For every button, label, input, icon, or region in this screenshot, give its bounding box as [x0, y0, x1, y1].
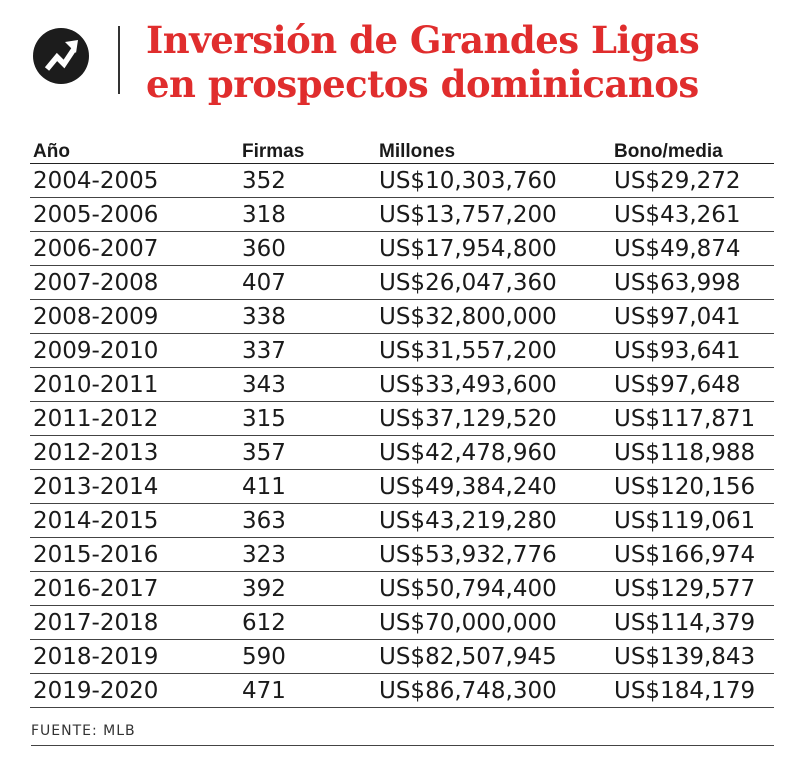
- cell-bonus-average: US$97,648: [611, 367, 774, 402]
- cell-signings: 471: [239, 673, 376, 708]
- cell-millions: US$70,000,000: [376, 605, 611, 640]
- table-row: 2009-2010 337 US$31,557,200 US$93,641: [30, 333, 774, 368]
- cell-bonus-average: US$97,041: [611, 299, 774, 334]
- table-row: 2012-2013 357 US$42,478,960 US$118,988: [30, 435, 774, 470]
- cell-year: 2004-2005: [30, 163, 239, 198]
- cell-bonus-average: US$166,974: [611, 537, 774, 572]
- cell-millions: US$37,129,520: [376, 401, 611, 436]
- cell-signings: 363: [239, 503, 376, 538]
- table-row: 2004-2005 352 US$10,303,760 US$29,272: [30, 163, 774, 198]
- cell-signings: 338: [239, 299, 376, 334]
- cell-year: 2018-2019: [30, 639, 239, 674]
- cell-millions: US$50,794,400: [376, 571, 611, 606]
- cell-bonus-average: US$119,061: [611, 503, 774, 538]
- cell-year: 2016-2017: [30, 571, 239, 606]
- table-body: 2004-2005 352 US$10,303,760 US$29,272 2005-2…: [30, 163, 774, 708]
- cell-signings: 357: [239, 435, 376, 470]
- cell-year: 2011-2012: [30, 401, 239, 436]
- table-row: 2017-2018 612 US$70,000,000 US$114,379: [30, 605, 774, 640]
- table-row: 2018-2019 590 US$82,507,945 US$139,843: [30, 639, 774, 674]
- title-line-1: Inversión de Grandes Ligas: [146, 18, 700, 62]
- cell-year: 2006-2007: [30, 231, 239, 266]
- cell-signings: 323: [239, 537, 376, 572]
- cell-signings: 411: [239, 469, 376, 504]
- source-note: FUENTE: MLB: [31, 723, 774, 746]
- title-line-2: en prospectos dominicanos: [146, 62, 699, 106]
- cell-year: 2013-2014: [30, 469, 239, 504]
- table-header-row: Año Firmas Millones Bono/media: [30, 137, 774, 164]
- cell-year: 2008-2009: [30, 299, 239, 334]
- cell-year: 2010-2011: [30, 367, 239, 402]
- cell-millions: US$53,932,776: [376, 537, 611, 572]
- cell-signings: 590: [239, 639, 376, 674]
- table-row: 2010-2011 343 US$33,493,600 US$97,648: [30, 367, 774, 402]
- cell-bonus-average: US$63,998: [611, 265, 774, 300]
- cell-millions: US$49,384,240: [376, 469, 611, 504]
- cell-millions: US$42,478,960: [376, 435, 611, 470]
- cell-year: 2009-2010: [30, 333, 239, 368]
- cell-bonus-average: US$184,179: [611, 673, 774, 708]
- cell-bonus-average: US$49,874: [611, 231, 774, 266]
- column-header-year: Año: [30, 137, 239, 164]
- table-row: 2007-2008 407 US$26,047,360 US$63,998: [30, 265, 774, 300]
- page-title: Inversión de Grandes Ligas en prospectos…: [146, 18, 700, 106]
- cell-signings: 315: [239, 401, 376, 436]
- table-row: 2005-2006 318 US$13,757,200 US$43,261: [30, 197, 774, 232]
- table-row: 2011-2012 315 US$37,129,520 US$117,871: [30, 401, 774, 436]
- cell-millions: US$13,757,200: [376, 197, 611, 232]
- cell-signings: 352: [239, 163, 376, 198]
- cell-year: 2019-2020: [30, 673, 239, 708]
- cell-millions: US$33,493,600: [376, 367, 611, 402]
- cell-bonus-average: US$29,272: [611, 163, 774, 198]
- cell-signings: 343: [239, 367, 376, 402]
- column-header-bonus-average: Bono/media: [611, 137, 774, 164]
- table-row: 2014-2015 363 US$43,219,280 US$119,061: [30, 503, 774, 538]
- cell-year: 2015-2016: [30, 537, 239, 572]
- cell-signings: 337: [239, 333, 376, 368]
- header-divider: [118, 26, 120, 94]
- cell-signings: 612: [239, 605, 376, 640]
- cell-bonus-average: US$117,871: [611, 401, 774, 436]
- cell-millions: US$82,507,945: [376, 639, 611, 674]
- cell-millions: US$26,047,360: [376, 265, 611, 300]
- cell-millions: US$31,557,200: [376, 333, 611, 368]
- table-row: 2015-2016 323 US$53,932,776 US$166,974: [30, 537, 774, 572]
- table-row: 2016-2017 392 US$50,794,400 US$129,577: [30, 571, 774, 606]
- cell-millions: US$32,800,000: [376, 299, 611, 334]
- table-row: 2019-2020 471 US$86,748,300 US$184,179: [30, 673, 774, 708]
- cell-bonus-average: US$114,379: [611, 605, 774, 640]
- cell-bonus-average: US$139,843: [611, 639, 774, 674]
- cell-bonus-average: US$129,577: [611, 571, 774, 606]
- cell-year: 2014-2015: [30, 503, 239, 538]
- column-header-millions: Millones: [376, 137, 611, 164]
- cell-bonus-average: US$120,156: [611, 469, 774, 504]
- table-row: 2006-2007 360 US$17,954,800 US$49,874: [30, 231, 774, 266]
- cell-year: 2012-2013: [30, 435, 239, 470]
- column-header-signings: Firmas: [239, 137, 376, 164]
- cell-year: 2007-2008: [30, 265, 239, 300]
- trending-arrow-icon: [33, 28, 89, 84]
- cell-millions: US$43,219,280: [376, 503, 611, 538]
- cell-signings: 318: [239, 197, 376, 232]
- cell-millions: US$86,748,300: [376, 673, 611, 708]
- cell-bonus-average: US$43,261: [611, 197, 774, 232]
- cell-year: 2017-2018: [30, 605, 239, 640]
- table-row: 2013-2014 411 US$49,384,240 US$120,156: [30, 469, 774, 504]
- investment-table: Año Firmas Millones Bono/media 2004-2005…: [30, 137, 774, 708]
- cell-year: 2005-2006: [30, 197, 239, 232]
- cell-bonus-average: US$93,641: [611, 333, 774, 368]
- table-row: 2008-2009 338 US$32,800,000 US$97,041: [30, 299, 774, 334]
- cell-bonus-average: US$118,988: [611, 435, 774, 470]
- cell-signings: 407: [239, 265, 376, 300]
- cell-signings: 360: [239, 231, 376, 266]
- cell-signings: 392: [239, 571, 376, 606]
- cell-millions: US$10,303,760: [376, 163, 611, 198]
- cell-millions: US$17,954,800: [376, 231, 611, 266]
